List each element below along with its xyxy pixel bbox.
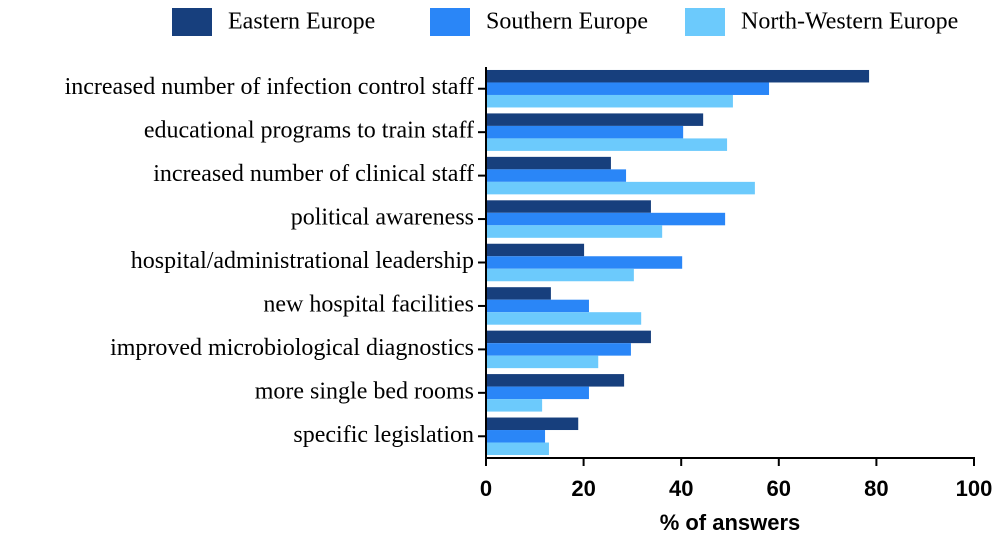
legend-label: Southern Europe (486, 9, 648, 35)
y-tick-label: new hospital facilities (263, 291, 474, 317)
bar (486, 156, 611, 170)
y-tick-label: increased number of clinical staff (153, 161, 474, 187)
x-tick-label: 40 (669, 476, 693, 501)
bar (486, 330, 651, 344)
y-tick-label: educational programs to train staff (144, 118, 474, 144)
bar (486, 138, 728, 151)
legend-swatch (172, 8, 212, 36)
bar (486, 312, 642, 325)
legend-label: Eastern Europe (228, 9, 375, 35)
x-tick-label: 80 (864, 476, 888, 501)
bar (486, 417, 579, 431)
bar (486, 212, 726, 226)
legend-swatch (685, 8, 725, 36)
bar (486, 374, 625, 387)
bar (486, 181, 755, 195)
bar (486, 94, 733, 108)
y-tick-label: specific legislation (293, 422, 474, 448)
x-tick-label: 100 (956, 476, 993, 501)
bar (486, 386, 589, 400)
bar (486, 225, 663, 238)
bar (486, 82, 770, 95)
bar (486, 169, 627, 182)
y-tick-label: more single bed rooms (255, 378, 474, 404)
bar (486, 256, 683, 269)
bar (486, 399, 543, 412)
bar (486, 200, 651, 213)
y-tick-label: political awareness (291, 205, 474, 231)
y-tick-label: increased number of infection control st… (65, 74, 474, 100)
bar (486, 69, 870, 83)
y-tick-label: hospital/administrational leadership (131, 248, 474, 274)
bar (486, 287, 551, 300)
legend-swatch (430, 8, 470, 36)
bar (486, 113, 704, 126)
bar (486, 243, 585, 257)
bar (486, 125, 684, 139)
bar (486, 430, 546, 443)
x-axis-label: % of answers (660, 510, 801, 535)
bar (486, 355, 599, 369)
bar (486, 268, 634, 282)
x-tick-label: 0 (480, 476, 492, 501)
bar (486, 442, 549, 456)
bar (486, 299, 589, 313)
x-tick-label: 60 (767, 476, 791, 501)
x-tick-label: 20 (571, 476, 595, 501)
legend-label: North-Western Europe (741, 9, 958, 35)
y-tick-label: improved microbiological diagnostics (110, 335, 474, 361)
bar (486, 343, 631, 356)
